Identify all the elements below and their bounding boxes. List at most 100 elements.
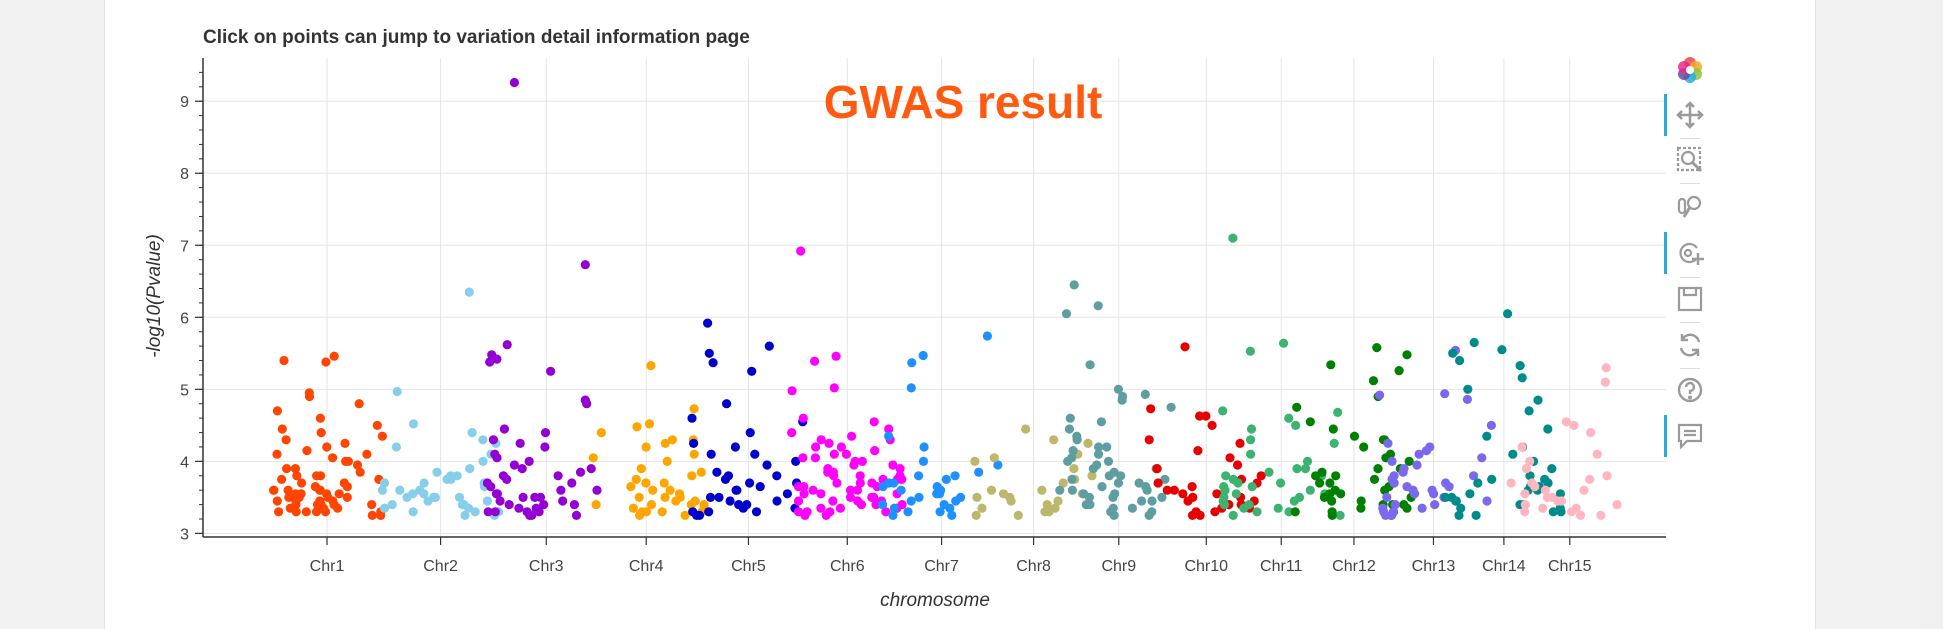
- data-point[interactable]: [1040, 507, 1050, 517]
- data-point[interactable]: [1508, 449, 1518, 459]
- data-point[interactable]: [704, 348, 714, 358]
- data-point[interactable]: [1219, 500, 1229, 510]
- data-point[interactable]: [829, 471, 839, 481]
- tap-icon[interactable]: [1674, 237, 1706, 269]
- data-point[interactable]: [367, 500, 377, 510]
- data-point[interactable]: [464, 287, 474, 297]
- data-point[interactable]: [816, 435, 826, 445]
- data-point[interactable]: [1394, 366, 1404, 376]
- data-point[interactable]: [918, 350, 928, 361]
- data-point[interactable]: [816, 489, 826, 499]
- data-point[interactable]: [485, 357, 495, 367]
- data-point[interactable]: [750, 449, 760, 459]
- data-point[interactable]: [272, 406, 282, 416]
- data-point[interactable]: [1195, 411, 1205, 421]
- data-point[interactable]: [692, 510, 702, 520]
- data-point[interactable]: [1079, 489, 1089, 499]
- data-point[interactable]: [467, 428, 477, 438]
- data-point[interactable]: [845, 492, 856, 502]
- data-point[interactable]: [816, 503, 826, 513]
- data-point[interactable]: [592, 485, 602, 495]
- data-point[interactable]: [315, 413, 325, 423]
- data-point[interactable]: [810, 453, 821, 463]
- data-point[interactable]: [292, 471, 302, 481]
- data-point[interactable]: [558, 496, 568, 506]
- data-point[interactable]: [977, 503, 987, 513]
- data-point[interactable]: [1373, 464, 1383, 474]
- data-point[interactable]: [509, 460, 519, 470]
- data-point[interactable]: [1037, 485, 1047, 495]
- data-point[interactable]: [1108, 492, 1118, 502]
- data-point[interactable]: [648, 485, 658, 495]
- data-point[interactable]: [372, 420, 382, 430]
- data-point[interactable]: [301, 507, 311, 517]
- data-point[interactable]: [1412, 460, 1422, 470]
- data-point[interactable]: [1455, 355, 1465, 366]
- data-point[interactable]: [277, 474, 287, 484]
- data-point[interactable]: [1471, 510, 1481, 520]
- data-point[interactable]: [1195, 510, 1205, 520]
- data-point[interactable]: [1356, 503, 1366, 513]
- data-point[interactable]: [1058, 478, 1068, 488]
- data-point[interactable]: [1601, 363, 1611, 373]
- data-point[interactable]: [686, 500, 696, 510]
- data-point[interactable]: [1520, 507, 1530, 517]
- data-point[interactable]: [1521, 464, 1532, 474]
- hover-icon[interactable]: [1674, 420, 1706, 452]
- data-point[interactable]: [699, 500, 709, 510]
- data-point[interactable]: [1540, 474, 1550, 484]
- data-point[interactable]: [1520, 500, 1530, 510]
- data-point[interactable]: [644, 419, 655, 429]
- data-point[interactable]: [986, 485, 997, 495]
- data-point[interactable]: [1284, 413, 1294, 423]
- data-point[interactable]: [730, 442, 741, 452]
- data-point[interactable]: [696, 467, 706, 477]
- data-point[interactable]: [1300, 464, 1311, 474]
- data-point[interactable]: [855, 478, 865, 488]
- data-point[interactable]: [1072, 435, 1082, 445]
- data-point[interactable]: [714, 492, 724, 502]
- data-point[interactable]: [1140, 389, 1150, 399]
- data-point[interactable]: [1382, 492, 1392, 502]
- data-point[interactable]: [1380, 485, 1390, 495]
- data-point[interactable]: [1517, 442, 1527, 452]
- data-point[interactable]: [722, 399, 732, 409]
- data-point[interactable]: [328, 453, 338, 463]
- data-point[interactable]: [1527, 478, 1537, 488]
- data-point[interactable]: [272, 449, 282, 459]
- data-point[interactable]: [646, 361, 656, 371]
- data-point[interactable]: [836, 442, 847, 452]
- data-point[interactable]: [1292, 402, 1302, 412]
- data-point[interactable]: [1456, 503, 1466, 513]
- wheel-zoom-icon[interactable]: [1674, 190, 1706, 222]
- data-point[interactable]: [1444, 482, 1454, 492]
- data-point[interactable]: [575, 467, 586, 477]
- data-point[interactable]: [1482, 496, 1492, 506]
- data-point[interactable]: [888, 460, 898, 470]
- data-point[interactable]: [755, 482, 765, 492]
- data-point[interactable]: [478, 435, 488, 445]
- data-point[interactable]: [632, 422, 642, 432]
- data-point[interactable]: [1081, 500, 1091, 510]
- data-point[interactable]: [1543, 424, 1553, 434]
- data-point[interactable]: [419, 489, 429, 499]
- data-point[interactable]: [787, 386, 797, 396]
- data-point[interactable]: [470, 507, 480, 517]
- data-point[interactable]: [1451, 496, 1461, 506]
- data-point[interactable]: [1069, 280, 1079, 290]
- data-point[interactable]: [641, 478, 651, 488]
- data-point[interactable]: [1525, 456, 1535, 466]
- data-point[interactable]: [660, 438, 670, 448]
- data-point[interactable]: [1144, 435, 1154, 445]
- data-point[interactable]: [329, 351, 339, 361]
- data-point[interactable]: [1369, 474, 1380, 484]
- data-point[interactable]: [321, 357, 331, 367]
- data-point[interactable]: [1385, 449, 1396, 459]
- data-point[interactable]: [869, 417, 879, 427]
- data-point[interactable]: [567, 478, 577, 488]
- data-point[interactable]: [665, 485, 675, 495]
- data-point[interactable]: [1503, 309, 1513, 319]
- data-point[interactable]: [906, 496, 916, 506]
- data-point[interactable]: [970, 456, 980, 466]
- data-point[interactable]: [636, 464, 646, 474]
